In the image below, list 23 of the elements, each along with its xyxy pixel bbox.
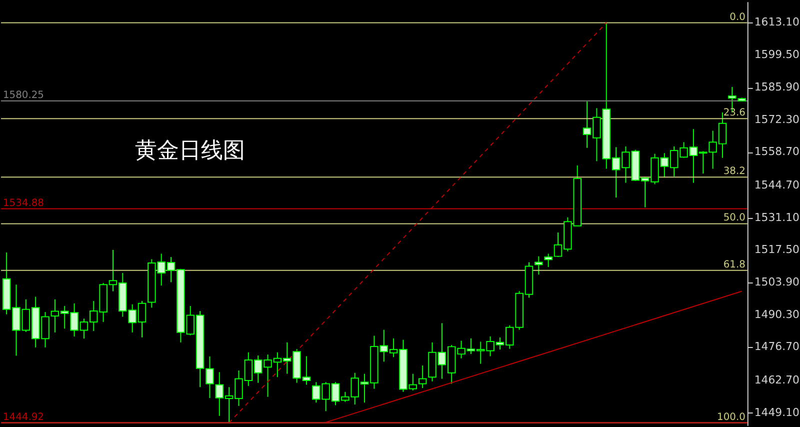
annotation: 38.2	[723, 166, 746, 178]
ref-line-label: 1444.92	[2, 412, 44, 423]
annotation: 50.0	[723, 212, 746, 224]
text: 黄金日线图	[134, 138, 245, 164]
y-tick-label: 1490.30	[754, 308, 800, 321]
y-tick-label: 1599.50	[754, 48, 800, 62]
annotation: 100.0	[717, 412, 746, 423]
ref-line-label: 1580.25	[2, 90, 44, 101]
ref-line-label: 1534.88	[2, 198, 44, 209]
y-tick-label: 1572.30	[754, 112, 800, 126]
y-tick-label: 1558.70	[754, 145, 800, 158]
y-tick-label: 1531.10	[754, 210, 800, 224]
y-tick-label: 1449.10	[754, 406, 800, 419]
y-tick-label: 1613.10	[754, 16, 800, 29]
y-tick-label: 1585.90	[754, 80, 800, 94]
y-tick-label: 1544.70	[754, 178, 800, 192]
annotation: 23.6	[723, 108, 746, 119]
annotation: 0.0	[730, 12, 746, 23]
y-tick-label: 1476.70	[754, 340, 800, 354]
y-tick-label: 1503.90	[754, 275, 800, 288]
y-tick-label: 1517.50	[754, 243, 800, 256]
annotation: 61.8	[723, 259, 746, 270]
y-tick-label: 1462.70	[754, 373, 800, 386]
